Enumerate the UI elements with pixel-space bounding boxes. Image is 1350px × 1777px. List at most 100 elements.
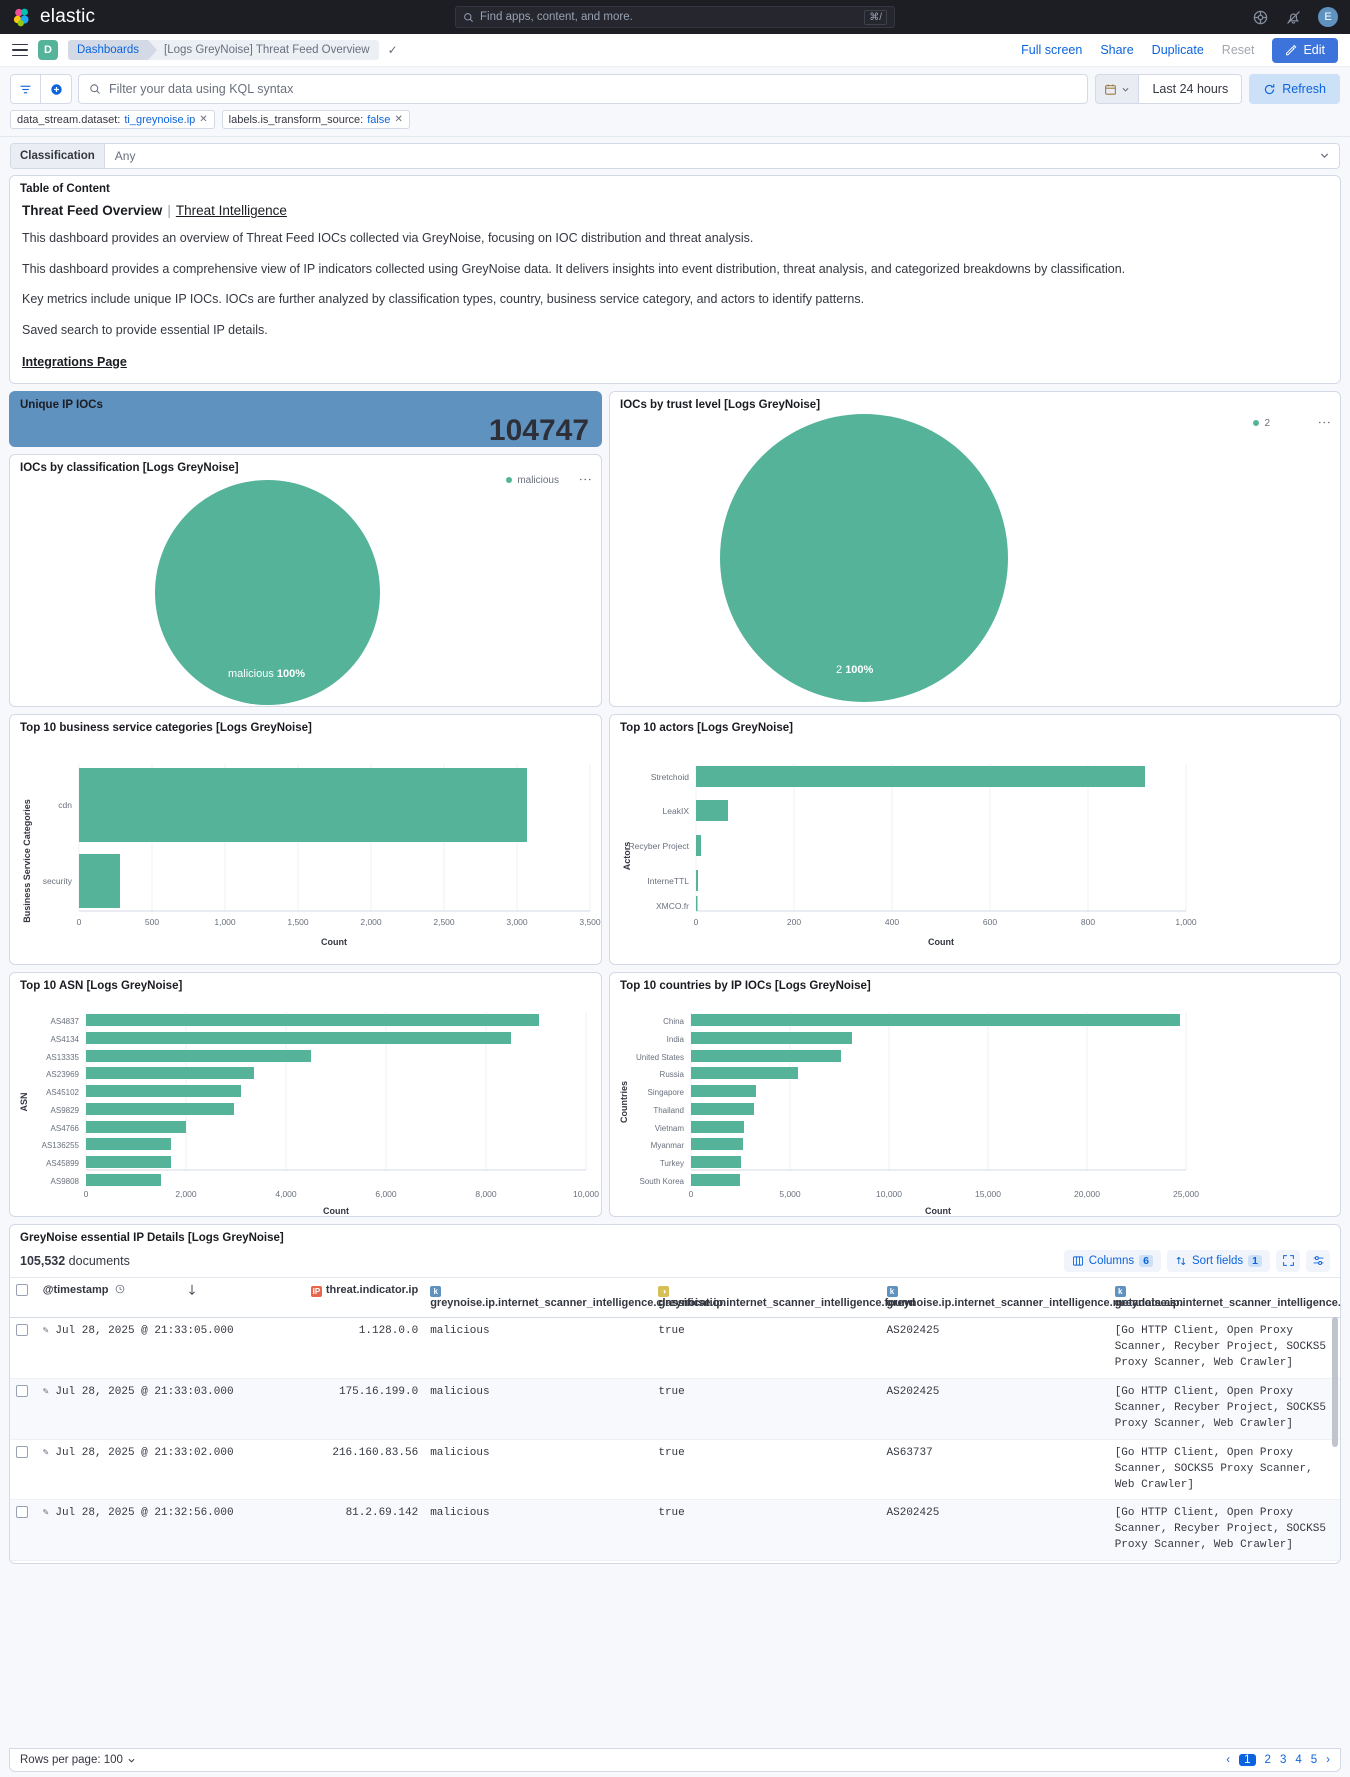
table-row[interactable]: ✎ Jul 28, 2025 @ 21:33:02.000 216.160.83… bbox=[10, 1439, 1340, 1501]
grid-vertical-scrollbar[interactable] bbox=[1332, 1316, 1338, 1447]
cell-ip: 1.128.0.0 bbox=[303, 1317, 425, 1379]
expand-row-icon[interactable]: ✎ bbox=[42, 1326, 49, 1337]
pie-slice-trust-2[interactable] bbox=[720, 413, 1008, 702]
help-icon[interactable] bbox=[1252, 9, 1269, 26]
prev-page-button[interactable]: ‹ bbox=[1226, 1754, 1231, 1766]
breadcrumb-current-dashboard[interactable]: [Logs GreyNoise] Threat Feed Overview bbox=[148, 40, 379, 60]
sort-fields-button[interactable]: Sort fields 1 bbox=[1167, 1249, 1270, 1272]
axis-label-y: Business Service Categories bbox=[22, 799, 32, 923]
filter-options-button[interactable] bbox=[10, 74, 41, 104]
row-checkbox[interactable] bbox=[16, 1324, 28, 1336]
table-row[interactable]: ✎ Jul 28, 2025 @ 21:33:05.000 1.128.0.0 … bbox=[10, 1317, 1340, 1379]
legend-malicious: malicious bbox=[506, 475, 559, 486]
chart-top-asn[interactable]: ASN AS4837 AS4134 AS13335 bbox=[10, 994, 601, 1218]
display-options-button[interactable] bbox=[1306, 1249, 1330, 1272]
chart-business-service-categories[interactable]: Business Service Categories cdn security… bbox=[10, 736, 601, 966]
threat-intelligence-link[interactable]: Threat Intelligence bbox=[175, 203, 287, 218]
user-avatar[interactable]: E bbox=[1318, 7, 1338, 27]
breadcrumb: Dashboards [Logs GreyNoise] Threat Feed … bbox=[68, 40, 398, 60]
duplicate-button[interactable]: Duplicate bbox=[1151, 43, 1204, 57]
svg-text:10,000: 10,000 bbox=[573, 1189, 599, 1199]
date-quick-select-button[interactable] bbox=[1095, 74, 1140, 104]
axis-label-x: Count bbox=[928, 937, 954, 947]
th-classification[interactable]: kgreynoise.ip.internet_scanner_intellige… bbox=[424, 1276, 726, 1318]
svg-text:Vietnam: Vietnam bbox=[655, 1124, 685, 1133]
table-row[interactable]: ✎ Jul 28, 2025 @ 21:33:03.000 175.16.199… bbox=[10, 1378, 1340, 1440]
expand-row-icon[interactable]: ✎ bbox=[42, 1447, 49, 1459]
bar-south-korea bbox=[691, 1173, 740, 1186]
fullscreen-grid-button[interactable] bbox=[1276, 1249, 1300, 1272]
pie-slice-malicious[interactable] bbox=[155, 479, 380, 705]
row-metric-pies: Unique IP IOCs 104747 IOCs by classifica… bbox=[9, 390, 1341, 707]
share-button[interactable]: Share bbox=[1100, 43, 1134, 57]
breadcrumb-dashboards[interactable]: Dashboards bbox=[68, 40, 158, 60]
bar-thailand bbox=[691, 1102, 754, 1115]
svg-text:United States: United States bbox=[636, 1053, 684, 1062]
chart-top-actors[interactable]: Actors Stretchoid LeakIX Recyber Project… bbox=[610, 736, 1201, 966]
bar-vietnam bbox=[691, 1120, 744, 1133]
global-search-input[interactable]: Find apps, content, and more. ⌘/ bbox=[455, 6, 895, 28]
page-3-button[interactable]: 3 bbox=[1279, 1754, 1287, 1766]
page-1-button[interactable]: 1 bbox=[1239, 1754, 1256, 1766]
full-screen-button[interactable]: Full screen bbox=[1021, 43, 1083, 57]
panel-title: Top 10 countries by IP IOCs [Logs GreyNo… bbox=[620, 979, 871, 992]
filter-pill-dataset[interactable]: data_stream.dataset: ti_greynoise.ip ✕ bbox=[10, 110, 215, 129]
th-timestamp[interactable]: @timestamp bbox=[36, 1276, 181, 1318]
next-page-button[interactable]: › bbox=[1326, 1754, 1330, 1766]
axis-label-y: Actors bbox=[622, 841, 632, 870]
svg-text:AS45899: AS45899 bbox=[46, 1159, 79, 1168]
notifications-bell-icon[interactable] bbox=[1285, 9, 1302, 26]
bar-myanmar bbox=[691, 1137, 743, 1150]
panel-context-menu-icon[interactable]: ⋮ bbox=[1317, 415, 1332, 429]
classification-value[interactable]: Any bbox=[114, 149, 136, 163]
th-tag-names[interactable]: kgreynoise.ip.internet_scanner_intellige… bbox=[1108, 1276, 1340, 1318]
refresh-button[interactable]: Refresh bbox=[1249, 74, 1340, 104]
svg-text:3,000: 3,000 bbox=[506, 917, 528, 927]
th-timestamp-sort[interactable] bbox=[180, 1276, 304, 1318]
row-checkbox[interactable] bbox=[16, 1445, 28, 1458]
th-threat-indicator-ip[interactable]: IP threat.indicator.ip bbox=[303, 1276, 425, 1318]
rows-per-page-button[interactable]: Rows per page: 100 bbox=[20, 1754, 136, 1766]
classification-control[interactable]: Classification Any bbox=[10, 143, 1340, 169]
svg-text:AS45102: AS45102 bbox=[46, 1088, 79, 1097]
cell-classification: malicious bbox=[424, 1317, 653, 1379]
th-found[interactable]: ◑greynoise.ip.internet_scanner_intellige… bbox=[652, 1276, 915, 1318]
space-avatar[interactable]: D bbox=[38, 40, 58, 60]
cell-asn: AS202425 bbox=[880, 1499, 1109, 1562]
table-row[interactable]: ✎ Jul 28, 2025 @ 21:32:51.000 81.2.69.14… bbox=[10, 1560, 1340, 1563]
row-checkbox[interactable] bbox=[16, 1384, 28, 1397]
svg-text:Recyber Project: Recyber Project bbox=[629, 841, 690, 851]
page-5-button[interactable]: 5 bbox=[1310, 1754, 1318, 1766]
cell-classification: malicious bbox=[424, 1439, 653, 1501]
chart-top-countries[interactable]: Countries China India Unit bbox=[610, 994, 1201, 1218]
select-all-checkbox[interactable] bbox=[16, 1283, 28, 1296]
chevron-down-icon[interactable] bbox=[1319, 149, 1339, 164]
page-4-button[interactable]: 4 bbox=[1295, 1754, 1302, 1766]
th-asn[interactable]: kgreynoise.ip.internet_scanner_intellige… bbox=[880, 1276, 1183, 1318]
controls-row: Classification Any bbox=[0, 137, 1350, 175]
bar-as23969 bbox=[86, 1066, 254, 1079]
add-filter-button[interactable] bbox=[41, 74, 72, 104]
expand-row-icon[interactable]: ✎ bbox=[42, 1508, 49, 1520]
close-icon[interactable]: ✕ bbox=[394, 114, 403, 125]
menu-hamburger-icon[interactable] bbox=[12, 43, 28, 57]
panel-unique-ip-iocs[interactable]: Unique IP IOCs 104747 bbox=[9, 390, 602, 447]
date-range-display[interactable]: Last 24 hours bbox=[1139, 74, 1243, 104]
panel-context-menu-icon[interactable]: ⋮ bbox=[578, 472, 593, 486]
elastic-logo[interactable]: elastic bbox=[12, 6, 95, 28]
table-row[interactable]: ✎ Jul 28, 2025 @ 21:32:56.000 81.2.69.14… bbox=[10, 1499, 1340, 1562]
edit-button[interactable]: Edit bbox=[1272, 37, 1338, 63]
cell-found: true bbox=[652, 1560, 881, 1563]
expand-row-icon[interactable]: ✎ bbox=[42, 1386, 49, 1398]
row-checkbox[interactable] bbox=[16, 1506, 28, 1519]
filter-pill-transform-source[interactable]: labels.is_transform_source: false ✕ bbox=[221, 110, 410, 129]
page-2-button[interactable]: 2 bbox=[1264, 1754, 1271, 1766]
pencil-icon bbox=[1286, 44, 1297, 56]
columns-button[interactable]: Columns 6 bbox=[1063, 1249, 1162, 1272]
integrations-page-link[interactable]: Integrations Page bbox=[22, 354, 127, 369]
close-icon[interactable]: ✕ bbox=[199, 114, 208, 125]
kql-query-input[interactable]: Filter your data using KQL syntax bbox=[78, 74, 1089, 104]
classification-label: Classification bbox=[11, 144, 105, 168]
reset-button[interactable]: Reset bbox=[1221, 43, 1255, 57]
filter-pill-value: false bbox=[367, 113, 391, 126]
